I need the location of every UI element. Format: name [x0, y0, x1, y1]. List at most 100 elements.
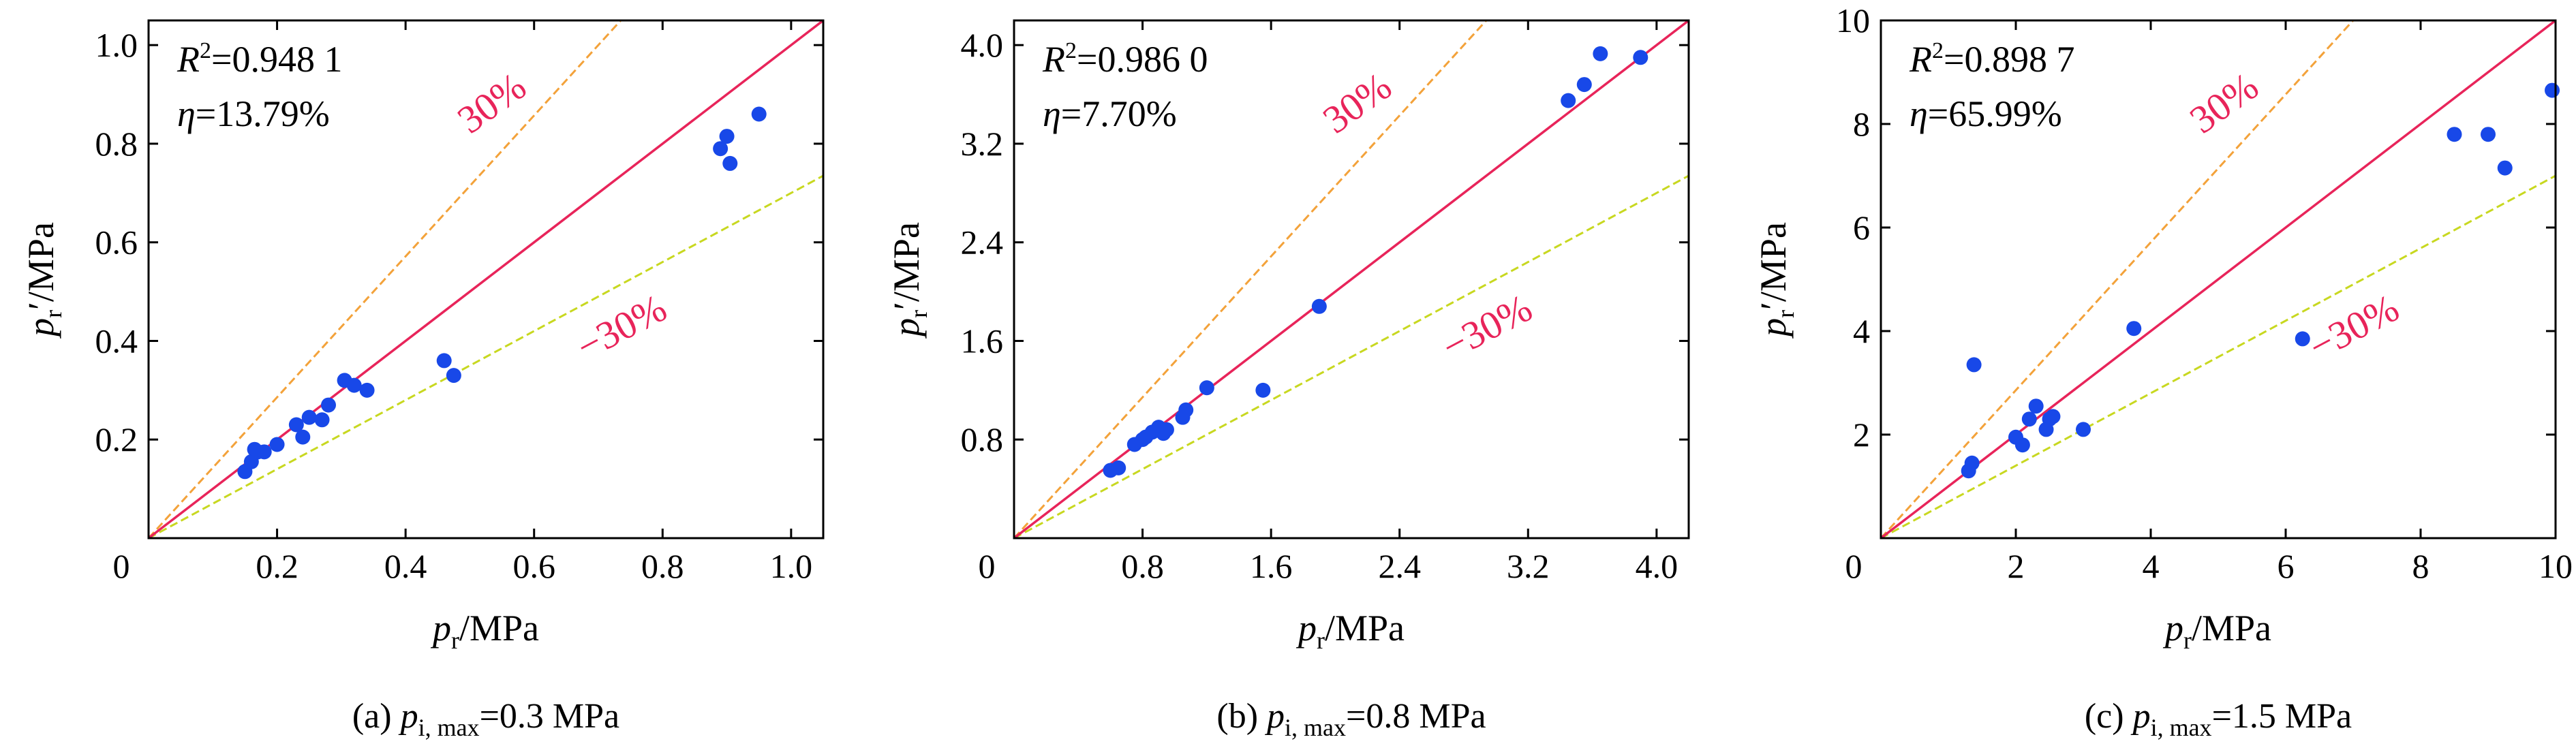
y-tick-label: 8 [1853, 105, 1870, 143]
r-squared-annotation: R2=0.898 7 [1909, 38, 2074, 80]
y-tick-label: 0.8 [95, 125, 138, 163]
data-point [295, 429, 311, 445]
y-tick-label: 0.4 [95, 322, 138, 360]
x-tick-label: 1.0 [770, 547, 813, 585]
data-point [288, 417, 304, 433]
y-tick-label: 4 [1853, 312, 1870, 350]
equality-line [1014, 20, 1689, 538]
data-point [2497, 160, 2513, 176]
x-tick-label: 0.8 [1121, 547, 1164, 585]
chart-panel-3: 2 4 6 8 10 2 4 6 8 10 0 pr/MPa pr′/MPa R2=0.898 7 η=65… [1753, 1, 2573, 741]
data-point [1593, 46, 1608, 61]
r-squared-annotation: R2=0.986 0 [1042, 38, 1208, 80]
origin-label: 0 [113, 547, 130, 585]
data-point [2545, 82, 2560, 98]
x-tick-label: 0.4 [384, 547, 427, 585]
y-tick-label: 10 [1836, 1, 1870, 40]
data-point [1159, 422, 1174, 437]
data-point [256, 444, 272, 460]
equality-line [1881, 20, 2556, 538]
y-tick-label: 2.4 [961, 223, 1004, 262]
x-tick-label: 2 [2008, 547, 2025, 585]
x-tick-label: 8 [2412, 547, 2429, 585]
plot-frame [1880, 19, 2557, 540]
data-point [301, 409, 317, 425]
data-point [2447, 127, 2462, 142]
y-axis-title: pr′/MPa [20, 222, 67, 339]
eta-annotation: η=65.99% [1910, 93, 2062, 134]
data-point [436, 353, 452, 369]
data-point [1255, 382, 1271, 398]
data-point [2028, 399, 2044, 414]
lower-band-label: −30% [1435, 285, 1539, 369]
plot-frame [1013, 19, 1690, 540]
data-point [2076, 422, 2091, 437]
x-tick-label: 3.2 [1507, 547, 1550, 585]
y-tick-label: 0.2 [95, 420, 138, 458]
data-point [1311, 298, 1327, 314]
y-tick-label: 1.6 [961, 322, 1004, 360]
data-point [2481, 127, 2496, 142]
plot-frame [147, 19, 825, 540]
y-tick-label: 3.2 [961, 125, 1004, 163]
x-tick-label: 0.8 [641, 547, 684, 585]
x-tick-label: 1.6 [1250, 547, 1293, 585]
data-point [751, 106, 767, 122]
y-axis-title: pr′/MPa [886, 222, 932, 339]
data-point [719, 129, 735, 144]
data-point [2014, 437, 2030, 453]
y-tick-label: 2 [1853, 416, 1870, 454]
data-point [1199, 380, 1214, 396]
upper-30pct-line [1881, 20, 2355, 538]
upper-30pct-line [1014, 20, 1488, 538]
chart-panel-2: 0.8 1.6 2.4 3.2 4.0 0.8 1.6 2.4 3.2 4.0 0 pr/MPa pr′… [886, 19, 1690, 741]
origin-label: 0 [979, 547, 996, 585]
data-point [2045, 409, 2061, 424]
data-point [2126, 321, 2142, 337]
data-point [713, 141, 729, 157]
data-point [359, 382, 375, 398]
x-tick-label: 0.2 [256, 547, 298, 585]
y-tick-label: 4.0 [961, 26, 1004, 64]
panel-caption: (a) pi, max=0.3 MPa [352, 697, 619, 741]
y-tick-label: 0.6 [95, 223, 138, 262]
lower-30pct-line [1014, 174, 1689, 538]
x-axis-title: pr/MPa [2162, 608, 2271, 654]
lower-band-label: −30% [569, 285, 673, 369]
chart-panel-1: 0.2 0.4 0.6 0.8 1.0 0.2 0.4 0.6 0.8 1.0 0 pr/MPa pr′… [20, 19, 825, 741]
origin-label: 0 [1845, 547, 1862, 585]
x-tick-label: 4 [2143, 547, 2160, 585]
x-tick-label: 4.0 [1636, 547, 1678, 585]
data-point [1966, 357, 1982, 373]
eta-annotation: η=7.70% [1043, 93, 1177, 134]
data-point [1561, 93, 1576, 108]
data-point [2295, 331, 2310, 347]
y-tick-label: 0.8 [961, 420, 1004, 458]
y-axis-title: pr′/MPa [1753, 222, 1799, 339]
data-point [314, 412, 330, 428]
x-tick-label: 0.6 [512, 547, 555, 585]
x-axis-title: pr/MPa [1295, 608, 1405, 654]
lower-30pct-line [149, 174, 823, 538]
x-tick-label: 6 [2278, 547, 2295, 585]
x-axis-title: pr/MPa [430, 608, 539, 654]
data-point [321, 397, 336, 413]
panel-caption: (c) pi, max=1.5 MPa [2085, 697, 2352, 741]
panel-caption: (b) pi, max=0.8 MPa [1216, 697, 1486, 741]
upper-30pct-line [149, 20, 622, 538]
data-point [1964, 455, 1980, 471]
eta-annotation: η=13.79% [177, 93, 330, 134]
data-point [269, 437, 285, 452]
r-squared-annotation: R2=0.948 1 [177, 38, 342, 80]
x-tick-label: 2.4 [1378, 547, 1421, 585]
lower-band-label: −30% [2301, 285, 2406, 369]
y-tick-label: 6 [1853, 208, 1870, 247]
data-point [346, 377, 362, 393]
data-point [1111, 460, 1126, 475]
lower-30pct-line [1881, 174, 2556, 538]
y-tick-label: 1.0 [95, 26, 138, 64]
data-point [1633, 50, 1649, 65]
x-tick-label: 10 [2539, 547, 2573, 585]
data-point [2021, 411, 2037, 427]
